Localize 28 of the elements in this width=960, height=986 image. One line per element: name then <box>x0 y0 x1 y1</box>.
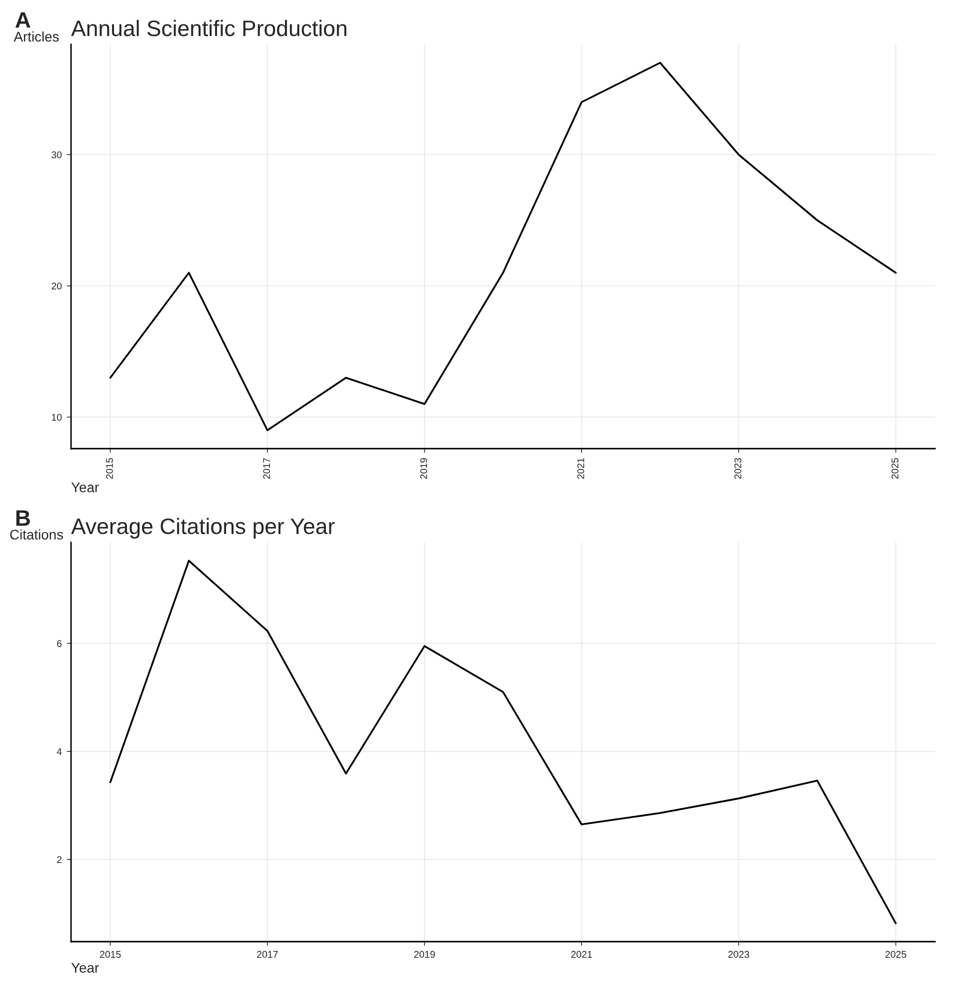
y-tick-label: 10 <box>52 414 62 421</box>
x-tick-label: 2021 <box>571 950 592 958</box>
x-tick-label: 2019 <box>414 950 435 958</box>
x-tick-label: 2025 <box>891 458 898 479</box>
x-axis-title: Year <box>71 963 99 973</box>
x-tick-label: 2025 <box>885 950 906 958</box>
x-tick-label: 2017 <box>263 458 270 479</box>
x-tick-label: 2021 <box>577 458 584 479</box>
x-tick-label: 2017 <box>257 950 278 958</box>
y-axis-title: Articles <box>14 31 59 42</box>
x-tick-label: 2015 <box>106 458 113 479</box>
y-tick-label: 30 <box>52 151 62 158</box>
y-tick-label: 2 <box>57 856 62 864</box>
x-tick-label: 2023 <box>734 458 742 479</box>
line-series <box>109 62 897 432</box>
chart-title: Average Citations per Year <box>71 518 335 539</box>
line-series <box>109 560 897 924</box>
y-tick-label: 4 <box>56 748 62 755</box>
x-tick-label: 2015 <box>100 950 121 958</box>
y-tick-label: 6 <box>57 640 62 647</box>
y-axis-title: Citations <box>10 529 63 540</box>
text: B <box>16 510 30 526</box>
text: A <box>15 12 30 28</box>
x-tick-label: 2019 <box>420 458 428 479</box>
x-axis-title: Year <box>71 482 99 492</box>
y-tick-label: 20 <box>52 282 62 290</box>
x-tick-label: 2023 <box>728 950 750 958</box>
chart-title: Annual Scientific Production <box>71 20 346 36</box>
